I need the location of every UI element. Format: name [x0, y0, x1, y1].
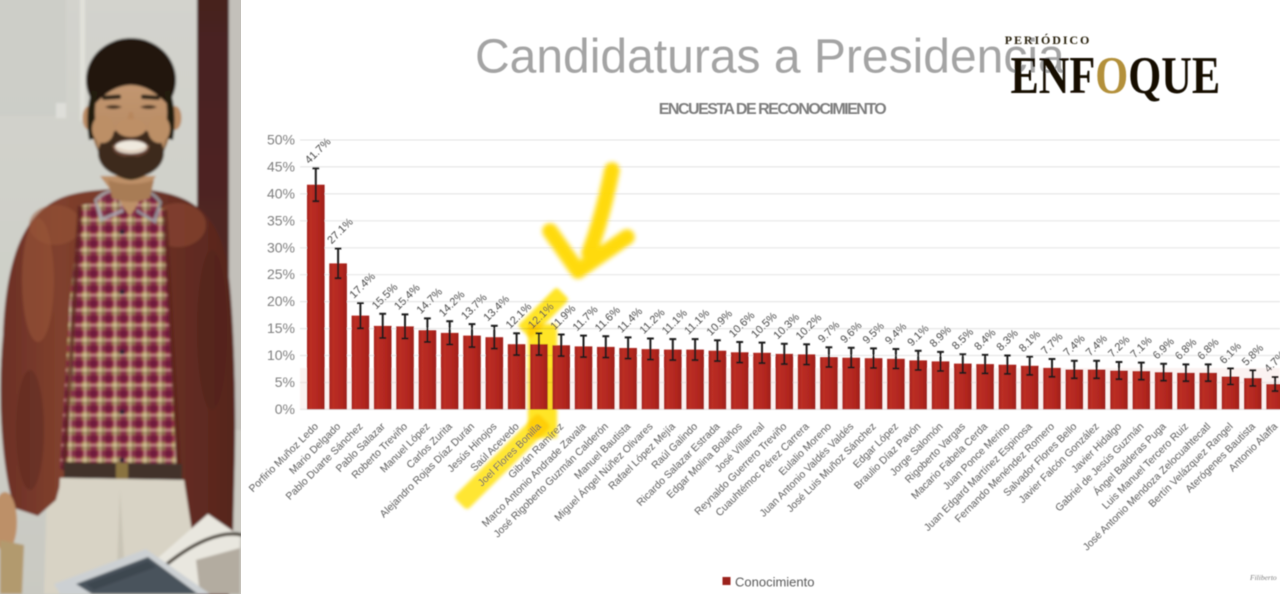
svg-text:50%: 50% — [267, 132, 295, 148]
svg-text:Conocimiento: Conocimiento — [735, 575, 815, 590]
svg-text:35%: 35% — [267, 212, 295, 228]
svg-text:ENCUESTA DE RECONOCIMIENTO: ENCUESTA DE RECONOCIMIENTO — [659, 101, 887, 118]
svg-text:0%: 0% — [275, 401, 295, 417]
svg-text:5%: 5% — [275, 374, 295, 390]
svg-text:Candidaturas a Presidencia: Candidaturas a Presidencia — [475, 31, 1065, 84]
svg-text:Filiberto: Filiberto — [1249, 573, 1277, 582]
svg-text:10%: 10% — [267, 347, 295, 363]
svg-text:15%: 15% — [267, 320, 295, 336]
svg-text:PERIÓDICO: PERIÓDICO — [1005, 33, 1091, 47]
svg-text:40%: 40% — [267, 185, 295, 201]
svg-text:20%: 20% — [267, 293, 295, 309]
svg-text:30%: 30% — [267, 239, 295, 255]
svg-text:25%: 25% — [267, 266, 295, 282]
svg-text:45%: 45% — [267, 158, 295, 174]
svg-text:ENFOQUE: ENFOQUE — [1011, 47, 1221, 106]
